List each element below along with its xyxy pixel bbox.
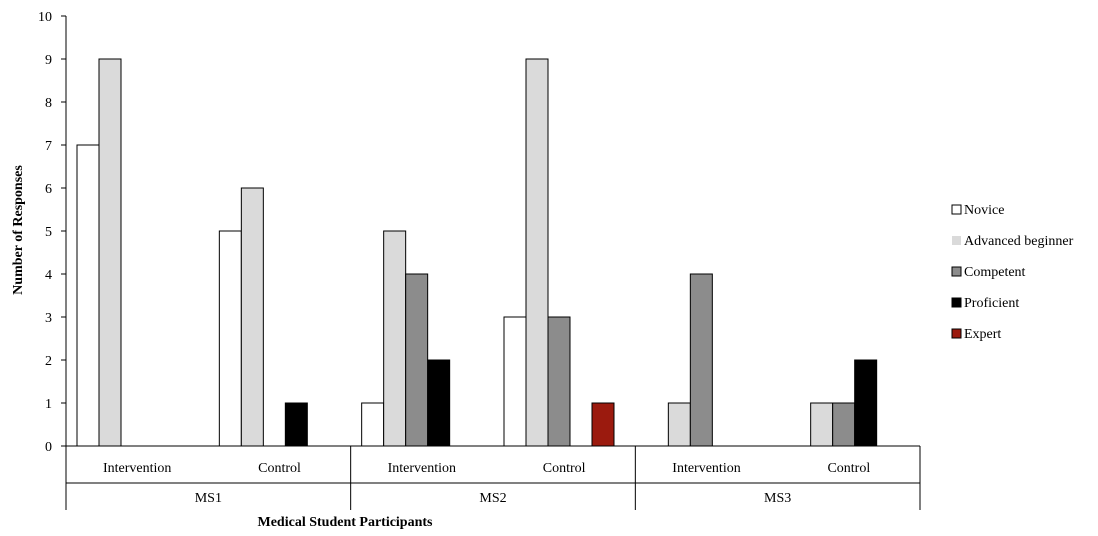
- legend-swatch-competent: [951, 266, 962, 277]
- bar-novice: [503, 316, 527, 447]
- category-label: Intervention: [672, 461, 740, 476]
- bar-expert: [591, 402, 615, 447]
- legend: Novice Advanced beginner Competent Proficie…: [951, 203, 1074, 342]
- y-tick-label: 3: [45, 311, 52, 326]
- y-tick-label: 2: [45, 354, 52, 369]
- y-tick-label: 9: [45, 53, 52, 68]
- legend-swatch-proficient: [951, 297, 962, 308]
- category-label: Control: [827, 461, 870, 476]
- bar-advanced-beginner: [98, 58, 122, 447]
- bar-competent: [832, 402, 856, 447]
- legend-label-advanced-beginner: Advanced beginner: [964, 234, 1074, 249]
- bar-novice: [361, 402, 385, 447]
- bar-advanced-beginner: [240, 187, 264, 447]
- legend-label-expert: Expert: [964, 327, 1001, 342]
- y-tick-label: 1: [45, 397, 52, 412]
- bar-competent: [689, 273, 713, 447]
- bar-competent: [405, 273, 429, 447]
- bar-proficient: [854, 359, 878, 447]
- bar-competent: [547, 316, 571, 447]
- group-label: MS1: [195, 491, 222, 506]
- y-tick-label: 4: [45, 268, 52, 283]
- y-tick-label: 10: [38, 10, 52, 25]
- bar-novice: [218, 230, 242, 447]
- y-tick-label: 8: [45, 96, 52, 111]
- category-label: Intervention: [388, 461, 456, 476]
- bar-advanced-beginner: [667, 402, 691, 447]
- bar-proficient: [284, 402, 308, 447]
- legend-swatch-novice: [951, 204, 962, 215]
- legend-label-novice: Novice: [964, 203, 1004, 218]
- bar-proficient: [427, 359, 451, 447]
- bar-advanced-beginner: [383, 230, 407, 447]
- y-tick-label: 5: [45, 225, 52, 240]
- y-tick-label: 6: [45, 182, 52, 197]
- labels: 0 1 2 3 4 5 6 7 8 9 10 Intervention Control Intervent…: [38, 10, 870, 506]
- category-label: Control: [258, 461, 301, 476]
- category-label: Control: [543, 461, 586, 476]
- x-axis-title: Medical Student Participants: [258, 515, 434, 530]
- category-label: Intervention: [103, 461, 171, 476]
- y-axis-title: Number of Responses: [11, 165, 26, 295]
- legend-swatch-advanced-beginner: [952, 236, 961, 245]
- axes: [61, 15, 921, 510]
- bar-novice: [76, 144, 100, 447]
- group-label: MS2: [479, 491, 506, 506]
- legend-swatch-expert: [951, 328, 962, 339]
- legend-label-proficient: Proficient: [964, 296, 1019, 311]
- bar-advanced-beginner: [525, 58, 549, 447]
- bars: [76, 58, 878, 447]
- group-label: MS3: [764, 491, 791, 506]
- legend-label-competent: Competent: [964, 265, 1026, 280]
- y-tick-label: 7: [45, 139, 52, 154]
- bar-advanced-beginner: [810, 402, 834, 447]
- y-tick-label: 0: [45, 440, 52, 455]
